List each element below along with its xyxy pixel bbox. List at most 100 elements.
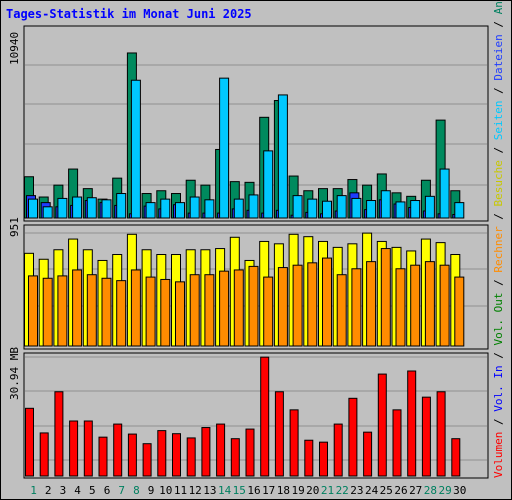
dateien-bar (307, 198, 318, 219)
rechner-bar (219, 270, 230, 347)
dateien-bar (233, 198, 244, 219)
volumen-bar (142, 443, 152, 477)
x-tick-label: 16 (247, 484, 260, 497)
x-tick-label: 18 (277, 484, 290, 497)
volumen-bar (421, 396, 431, 477)
dateien-bar (204, 199, 215, 219)
x-tick-label: 9 (148, 484, 155, 497)
rechner-bar (277, 267, 288, 347)
dateien-bar (57, 197, 68, 219)
legend-entry: Seiten (492, 100, 505, 140)
volumen-bar (436, 391, 446, 477)
volumen-bar (304, 439, 314, 477)
x-tick-label: 6 (104, 484, 111, 497)
volumen-bar (127, 433, 137, 477)
rechner-bar (72, 269, 83, 347)
volumen-bar (25, 407, 34, 477)
rechner-bar (454, 276, 465, 347)
rechner-bar (233, 269, 244, 347)
x-tick-label: 25 (380, 484, 393, 497)
legend-entry: Volumen (492, 432, 505, 478)
rechner-bar (86, 274, 97, 347)
dateien-bar (219, 77, 230, 219)
rechner-bar (322, 257, 332, 347)
dateien-bar (263, 150, 274, 219)
rechner-bar (189, 274, 200, 347)
dateien-bar (322, 200, 332, 219)
volumen-bar (54, 391, 64, 477)
legend-entry: Vol. Out (492, 293, 505, 346)
x-tick-label: 7 (118, 484, 125, 497)
y-max-label: 10940 (8, 32, 21, 65)
volumen-bar (363, 431, 373, 477)
rechner-bar (116, 280, 127, 347)
legend-entry: Besuche (492, 160, 505, 206)
panel-1-area (23, 25, 489, 222)
rechner-bar (263, 276, 274, 347)
rechner-bar (336, 274, 347, 347)
x-tick-label: 10 (159, 484, 172, 497)
x-tick-label: 22 (336, 484, 349, 497)
legend-entry: / (492, 206, 505, 226)
rechner-bar (42, 277, 53, 347)
dateien-bar (42, 206, 53, 219)
rechner-bar (57, 275, 68, 347)
dateien-bar (130, 79, 141, 219)
x-tick-label: 1 (30, 484, 37, 497)
volumen-bar (172, 433, 181, 477)
volumen-bar (98, 436, 108, 477)
legend-entry: / (492, 140, 505, 160)
x-tick-label: 30 (453, 484, 466, 497)
dateien-bar (160, 198, 171, 219)
legend-entry: / (492, 81, 505, 101)
x-tick-label: 4 (74, 484, 81, 497)
dateien-bar (439, 168, 450, 219)
x-tick-label: 20 (306, 484, 319, 497)
dateien-bar (248, 194, 259, 219)
legend-entry: / (492, 346, 505, 366)
dateien-bar (189, 196, 200, 219)
legend-entry: Anfragen (492, 0, 505, 14)
volumen-bar (245, 428, 255, 477)
dateien-bar (72, 196, 83, 219)
x-tick-label: 2 (45, 484, 52, 497)
dateien-bar (175, 202, 185, 219)
volumen-bar (289, 409, 299, 477)
volumen-bar (201, 427, 211, 477)
volumen-bar (274, 391, 284, 477)
rechner-bar (410, 264, 421, 347)
panel-3-area (23, 352, 489, 479)
volumen-bar (216, 423, 226, 477)
dateien-bar (336, 195, 347, 219)
x-tick-label: 27 (409, 484, 422, 497)
dateien-bar (395, 201, 406, 219)
rechner-bar (395, 268, 406, 347)
legend-entry: Vol. In (492, 365, 505, 411)
x-tick-label: 3 (60, 484, 67, 497)
dateien-bar (28, 198, 38, 219)
x-tick-label: 17 (262, 484, 275, 497)
rechner-bar (101, 277, 112, 347)
volumen-bar (69, 420, 79, 477)
rechner-bar (439, 264, 450, 347)
y-max-label: 30.94 MB (8, 347, 21, 400)
rechner-bar (292, 264, 303, 347)
rechner-bar (307, 262, 318, 347)
rechner-bar (424, 261, 435, 347)
volumen-bar (333, 423, 343, 477)
volumen-bar (377, 373, 387, 477)
x-tick-label: 5 (89, 484, 96, 497)
volumen-bar (186, 437, 196, 477)
volumen-bar (230, 438, 240, 477)
rechner-bar (248, 265, 259, 347)
x-tick-label: 12 (189, 484, 202, 497)
x-tick-label: 28 (424, 484, 437, 497)
volumen-bar (260, 356, 270, 477)
x-tick-label: 14 (218, 484, 232, 497)
dateien-bar (101, 199, 112, 219)
y-max-label: 951 (8, 217, 21, 237)
x-tick-label: 24 (365, 484, 379, 497)
rechner-bar (380, 248, 391, 347)
chart-title: Tages-Statistik im Monat Juni 2025 (6, 7, 252, 21)
